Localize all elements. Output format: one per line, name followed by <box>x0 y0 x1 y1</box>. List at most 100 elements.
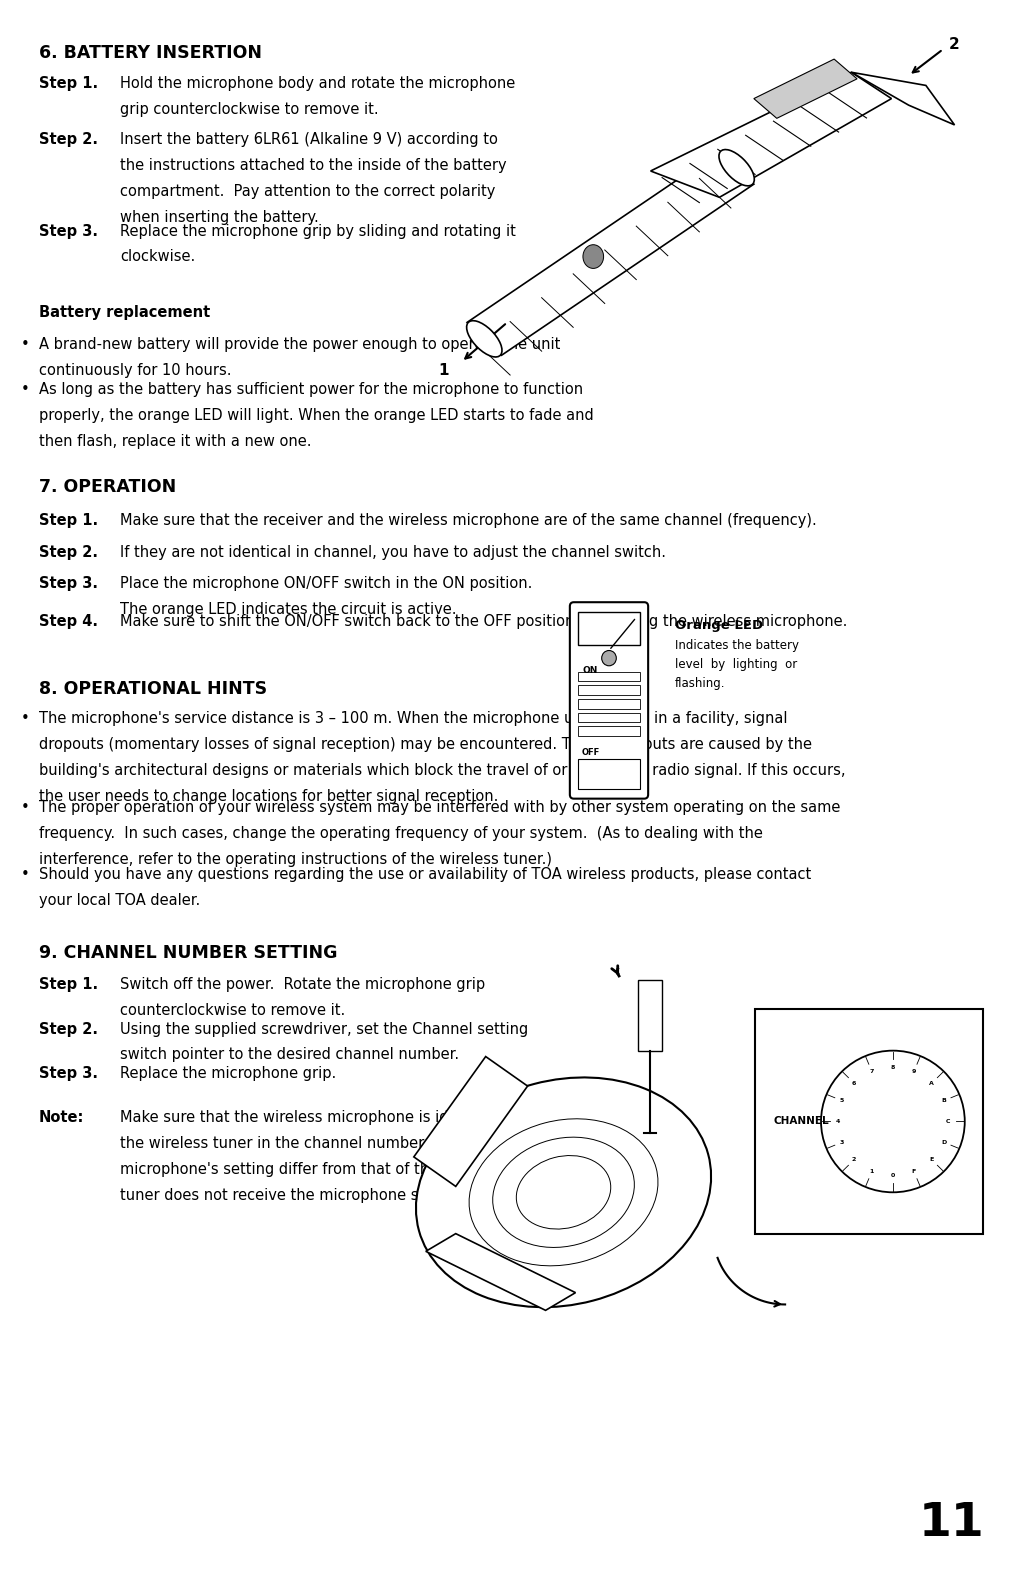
Text: Step 1.: Step 1. <box>39 76 97 91</box>
Text: •: • <box>20 382 29 398</box>
Text: As long as the battery has sufficient power for the microphone to function: As long as the battery has sufficient po… <box>39 382 583 398</box>
Bar <box>578 685 640 696</box>
Bar <box>578 759 640 789</box>
Text: the user needs to change locations for better signal reception.: the user needs to change locations for b… <box>39 789 498 804</box>
Text: •: • <box>20 867 29 883</box>
Text: microphone's setting differ from that of the tuner, the: microphone's setting differ from that of… <box>120 1162 516 1177</box>
Text: switch pointer to the desired channel number.: switch pointer to the desired channel nu… <box>120 1048 459 1062</box>
Ellipse shape <box>469 1119 658 1265</box>
Circle shape <box>583 244 604 269</box>
Text: Indicates the battery: Indicates the battery <box>675 639 799 652</box>
Text: Step 2.: Step 2. <box>39 132 97 148</box>
Text: 6. BATTERY INSERTION: 6. BATTERY INSERTION <box>39 44 262 61</box>
Text: 0: 0 <box>891 1173 895 1179</box>
Text: OFF: OFF <box>583 748 600 757</box>
Text: counterclockwise to remove it.: counterclockwise to remove it. <box>120 1004 345 1018</box>
Text: A brand-new battery will provide the power enough to operate the unit: A brand-new battery will provide the pow… <box>39 337 560 353</box>
Text: flashing.: flashing. <box>675 677 726 689</box>
Text: grip counterclockwise to remove it.: grip counterclockwise to remove it. <box>120 101 379 116</box>
Text: 2: 2 <box>949 38 959 52</box>
Text: compartment.  Pay attention to the correct polarity: compartment. Pay attention to the correc… <box>120 184 495 200</box>
Text: A: A <box>930 1081 934 1086</box>
Polygon shape <box>414 1056 528 1187</box>
Text: The microphone's service distance is 3 – 100 m. When the microphone user moves i: The microphone's service distance is 3 –… <box>39 711 787 727</box>
Text: Make sure to shift the ON/OFF switch back to the OFF position after using the wi: Make sure to shift the ON/OFF switch bac… <box>120 614 848 630</box>
Polygon shape <box>638 979 663 1051</box>
Text: Step 4.: Step 4. <box>39 614 97 630</box>
Circle shape <box>602 650 616 666</box>
Text: 7: 7 <box>870 1069 874 1073</box>
Text: continuously for 10 hours.: continuously for 10 hours. <box>39 362 231 378</box>
Text: 1: 1 <box>870 1169 874 1174</box>
Ellipse shape <box>492 1136 634 1248</box>
FancyBboxPatch shape <box>569 603 649 798</box>
Text: 3: 3 <box>839 1140 844 1144</box>
Text: 1: 1 <box>438 364 449 378</box>
Text: 8: 8 <box>891 1064 895 1070</box>
Ellipse shape <box>719 150 754 186</box>
Text: Replace the microphone grip.: Replace the microphone grip. <box>120 1066 336 1081</box>
Bar <box>578 713 640 722</box>
Text: level  by  lighting  or: level by lighting or <box>675 658 797 671</box>
Text: properly, the orange LED will light. When the orange LED starts to fade and: properly, the orange LED will light. Whe… <box>39 408 594 423</box>
Text: tuner does not receive the microphone signal.: tuner does not receive the microphone si… <box>120 1187 459 1203</box>
Text: D: D <box>941 1140 946 1144</box>
Text: Step 3.: Step 3. <box>39 1066 97 1081</box>
Text: 9. CHANNEL NUMBER SETTING: 9. CHANNEL NUMBER SETTING <box>39 944 337 962</box>
Text: Place the microphone ON/OFF switch in the ON position.: Place the microphone ON/OFF switch in th… <box>120 576 532 592</box>
Polygon shape <box>651 72 891 197</box>
Text: Insert the battery 6LR61 (Alkaline 9 V) according to: Insert the battery 6LR61 (Alkaline 9 V) … <box>120 132 497 148</box>
Text: CHANNEL: CHANNEL <box>773 1116 829 1127</box>
Text: ON: ON <box>583 666 598 675</box>
Text: then flash, replace it with a new one.: then flash, replace it with a new one. <box>39 434 311 450</box>
Text: 11: 11 <box>919 1500 985 1546</box>
Text: Note:: Note: <box>39 1110 84 1125</box>
Bar <box>578 699 640 708</box>
Text: •: • <box>20 337 29 353</box>
Text: Make sure that the wireless microphone is identical to: Make sure that the wireless microphone i… <box>120 1110 517 1125</box>
Bar <box>578 672 640 682</box>
Text: clockwise.: clockwise. <box>120 249 195 264</box>
Text: 2: 2 <box>852 1157 856 1162</box>
Text: Step 1.: Step 1. <box>39 977 97 993</box>
Text: 7. OPERATION: 7. OPERATION <box>39 478 176 496</box>
Bar <box>578 612 640 644</box>
Text: •: • <box>20 711 29 727</box>
Text: 4: 4 <box>835 1119 840 1124</box>
Text: Switch off the power.  Rotate the microphone grip: Switch off the power. Rotate the microph… <box>120 977 485 993</box>
Text: The orange LED indicates the circuit is active.: The orange LED indicates the circuit is … <box>120 601 457 617</box>
Bar <box>755 1009 983 1234</box>
Text: building's architectural designs or materials which block the travel of or refle: building's architectural designs or mate… <box>39 763 845 779</box>
Text: the wireless tuner in the channel number. Should the: the wireless tuner in the channel number… <box>120 1136 512 1151</box>
Text: Battery replacement: Battery replacement <box>39 305 210 321</box>
Ellipse shape <box>416 1078 712 1306</box>
Text: Step 3.: Step 3. <box>39 224 97 239</box>
Text: Step 2.: Step 2. <box>39 1022 97 1037</box>
Text: E: E <box>930 1157 934 1162</box>
Text: your local TOA dealer.: your local TOA dealer. <box>39 894 200 908</box>
Text: 8. OPERATIONAL HINTS: 8. OPERATIONAL HINTS <box>39 680 267 697</box>
Polygon shape <box>852 72 954 124</box>
Text: dropouts (momentary losses of signal reception) may be encountered. These dropou: dropouts (momentary losses of signal rec… <box>39 737 812 752</box>
Text: Step 1.: Step 1. <box>39 513 97 529</box>
Text: Orange LED: Orange LED <box>675 619 763 631</box>
Text: The proper operation of your wireless system may be interfered with by other sys: The proper operation of your wireless sy… <box>39 800 840 815</box>
Text: 5: 5 <box>839 1099 844 1103</box>
Text: Step 2.: Step 2. <box>39 545 97 560</box>
Text: F: F <box>911 1169 917 1174</box>
Polygon shape <box>754 60 857 118</box>
Text: Step 3.: Step 3. <box>39 576 97 592</box>
Text: Hold the microphone body and rotate the microphone: Hold the microphone body and rotate the … <box>120 76 515 91</box>
Text: the instructions attached to the inside of the battery: the instructions attached to the inside … <box>120 157 506 173</box>
Text: Make sure that the receiver and the wireless microphone are of the same channel : Make sure that the receiver and the wire… <box>120 513 816 529</box>
Ellipse shape <box>517 1155 611 1229</box>
Circle shape <box>821 1051 964 1193</box>
Text: Should you have any questions regarding the use or availability of TOA wireless : Should you have any questions regarding … <box>39 867 811 883</box>
Text: interference, refer to the operating instructions of the wireless tuner.): interference, refer to the operating ins… <box>39 852 551 867</box>
Text: If they are not identical in channel, you have to adjust the channel switch.: If they are not identical in channel, yo… <box>120 545 666 560</box>
Text: B: B <box>941 1099 946 1103</box>
Text: when inserting the battery.: when inserting the battery. <box>120 209 319 225</box>
Text: 6: 6 <box>852 1081 856 1086</box>
Text: frequency.  In such cases, change the operating frequency of your system.  (As t: frequency. In such cases, change the ope… <box>39 825 762 841</box>
Ellipse shape <box>467 321 502 357</box>
